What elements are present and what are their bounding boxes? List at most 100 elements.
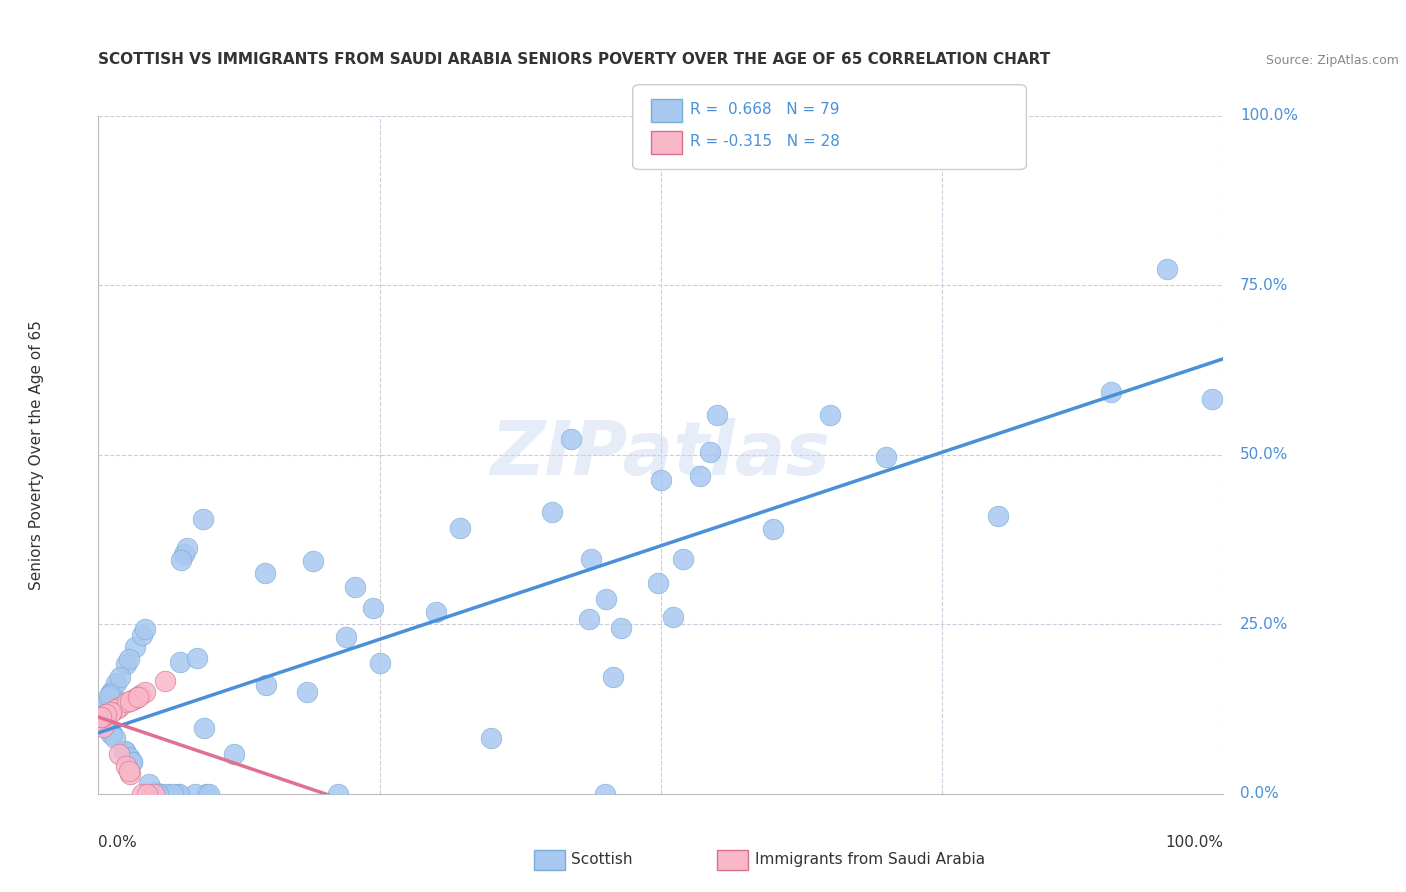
Point [578, 612, 600, 626]
Point [100, 705, 122, 719]
Point [114, 744, 136, 758]
Point [167, 787, 190, 801]
Point [129, 688, 152, 702]
Point [479, 731, 502, 745]
Point [98, 689, 121, 703]
Point [1156, 262, 1178, 277]
Text: Scottish: Scottish [571, 853, 633, 867]
Point [170, 553, 193, 567]
Point [90, 710, 112, 724]
Point [672, 551, 695, 566]
Text: Immigrants from Saudi Arabia: Immigrants from Saudi Arabia [755, 853, 986, 867]
Point [156, 787, 179, 801]
Point [125, 690, 148, 705]
Point [91, 709, 114, 723]
Point [108, 669, 131, 683]
Point [94, 708, 117, 723]
Point [609, 621, 631, 635]
Text: Source: ZipAtlas.com: Source: ZipAtlas.com [1265, 54, 1399, 67]
Point [94, 707, 117, 722]
Point [1099, 385, 1122, 400]
Point [114, 744, 136, 758]
Point [117, 695, 139, 709]
Point [449, 521, 471, 535]
Point [344, 580, 367, 594]
Point [91, 702, 114, 716]
Point [818, 408, 841, 422]
Point [114, 758, 136, 772]
Text: SCOTTISH VS IMMIGRANTS FROM SAUDI ARABIA SENIORS POVERTY OVER THE AGE OF 65 CORR: SCOTTISH VS IMMIGRANTS FROM SAUDI ARABIA… [98, 52, 1050, 67]
Point [114, 745, 136, 759]
Text: 25.0%: 25.0% [1240, 617, 1288, 632]
Point [662, 609, 685, 624]
Point [253, 566, 276, 580]
Point [115, 657, 138, 671]
Point [699, 445, 721, 459]
Point [121, 755, 143, 769]
Point [134, 685, 156, 699]
Point [297, 684, 319, 698]
Point [107, 747, 129, 761]
Point [91, 720, 114, 734]
Point [155, 673, 177, 688]
Point [602, 670, 624, 684]
Point [195, 787, 218, 801]
Point [560, 432, 582, 446]
Point [301, 554, 323, 568]
Point [146, 787, 169, 801]
Point [987, 509, 1010, 524]
Point [169, 655, 191, 669]
Point [96, 720, 118, 734]
Point [1201, 392, 1223, 407]
Text: Seniors Poverty Over the Age of 65: Seniors Poverty Over the Age of 65 [30, 320, 44, 590]
Point [143, 787, 166, 801]
Point [186, 651, 208, 665]
Point [89, 711, 111, 725]
Text: R = -0.315   N = 28: R = -0.315 N = 28 [690, 135, 841, 149]
Point [368, 656, 391, 670]
Point [706, 409, 728, 423]
Text: 100.0%: 100.0% [1240, 109, 1298, 123]
Point [138, 777, 160, 791]
Point [94, 707, 117, 722]
Point [254, 678, 277, 692]
Point [146, 787, 169, 801]
Point [762, 522, 785, 536]
Point [593, 787, 616, 801]
Point [326, 787, 349, 801]
Point [222, 747, 245, 761]
Point [131, 627, 153, 641]
Point [131, 787, 153, 801]
Point [107, 700, 129, 714]
Point [595, 591, 617, 606]
Text: 0.0%: 0.0% [1240, 787, 1279, 801]
Point [162, 787, 184, 801]
Point [100, 726, 122, 740]
Point [100, 727, 122, 741]
Point [121, 755, 143, 769]
Point [197, 787, 219, 801]
Point [875, 450, 897, 464]
Point [335, 630, 357, 644]
Point [173, 547, 195, 561]
Point [166, 787, 188, 801]
Point [100, 705, 122, 719]
Point [650, 473, 672, 487]
Point [104, 702, 127, 716]
Point [98, 687, 121, 701]
Point [93, 698, 115, 712]
Text: 0.0%: 0.0% [98, 835, 138, 849]
Text: 75.0%: 75.0% [1240, 278, 1288, 293]
Point [104, 731, 127, 746]
Point [118, 651, 141, 665]
Point [361, 601, 384, 615]
Text: R =  0.668   N = 79: R = 0.668 N = 79 [690, 103, 839, 117]
Text: ZIPatlas: ZIPatlas [491, 418, 831, 491]
Point [136, 787, 159, 801]
Point [87, 712, 110, 726]
Point [152, 787, 174, 801]
Point [90, 710, 112, 724]
Point [101, 683, 124, 698]
Point [127, 690, 149, 704]
Point [647, 575, 669, 590]
